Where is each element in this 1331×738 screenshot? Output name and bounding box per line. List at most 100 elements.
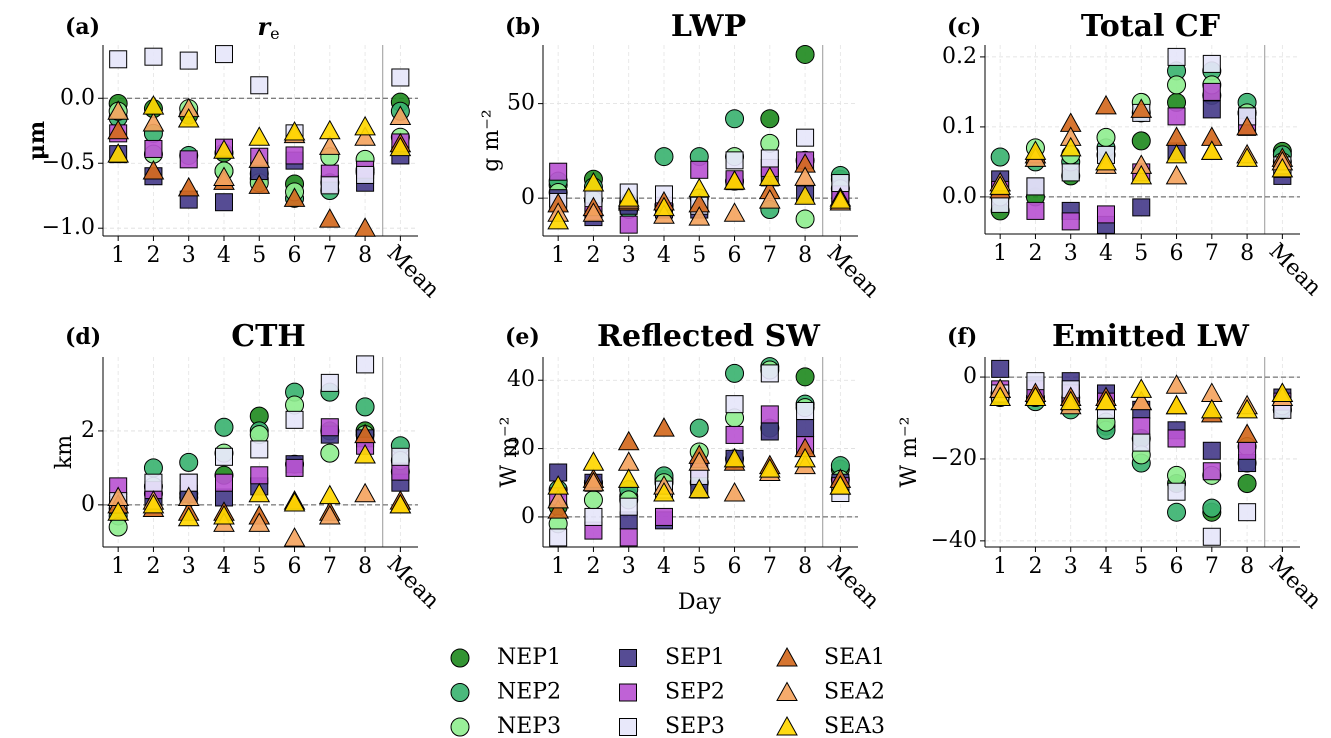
marker-triangle: [177, 108, 200, 128]
marker-square: [796, 401, 815, 420]
marker-triangle: [688, 206, 711, 226]
marker-square: [391, 68, 410, 87]
marker-square: [1132, 417, 1151, 436]
marker-square: [1202, 100, 1221, 119]
y-tick-label: 20: [507, 436, 535, 461]
marker-square: [654, 507, 673, 526]
marker-circle: [450, 648, 470, 668]
marker-triangle: [547, 499, 570, 519]
panel-label: (f): [947, 324, 977, 350]
marker-triangle: [354, 423, 376, 444]
marker-square: [1167, 482, 1186, 501]
marker-square: [285, 458, 304, 477]
marker-triangle: [1271, 157, 1294, 178]
marker-triangle: [177, 506, 200, 527]
x-tick-label: Mean: [822, 241, 884, 303]
marker-triangle: [758, 189, 781, 209]
marker-triangle: [794, 447, 816, 468]
x-tick-label: Mean: [382, 241, 444, 303]
legend-label: NEP2: [497, 680, 561, 705]
y-tick-label: −1.0: [42, 215, 95, 240]
legend-label: SEA2: [824, 680, 885, 705]
x-tick-label: 5: [1134, 241, 1148, 266]
x-tick-label: 1: [551, 554, 565, 579]
marker-triangle: [354, 126, 376, 146]
marker-triangle: [1130, 378, 1153, 398]
marker-triangle: [248, 482, 271, 503]
x-tick-label: 5: [692, 554, 706, 579]
marker-circle: [1202, 498, 1222, 518]
x-tick-label: 4: [217, 554, 231, 579]
marker-triangle: [582, 202, 605, 222]
marker-triangle: [177, 176, 200, 197]
x-tick-label: 2: [1028, 554, 1042, 579]
marker-triangle: [1095, 150, 1117, 171]
marker-square: [1026, 201, 1045, 220]
marker-triangle: [318, 208, 341, 228]
x-tick-label: 3: [182, 554, 196, 579]
marker-triangle: [758, 458, 781, 478]
x-tick-label: 7: [323, 243, 337, 268]
y-tick-label: 2: [81, 418, 95, 443]
marker-square: [214, 45, 233, 64]
marker-triangle: [776, 681, 798, 701]
marker-triangle: [283, 491, 306, 512]
marker-triangle: [354, 443, 376, 464]
x-tick-label: 2: [146, 243, 160, 268]
x-tick-label: Mean: [1264, 239, 1326, 301]
marker-triangle: [1165, 164, 1188, 185]
marker-square: [320, 418, 339, 437]
marker-square: [250, 76, 269, 95]
marker-square: [179, 150, 198, 169]
marker-triangle: [989, 175, 1012, 195]
marker-square: [549, 528, 568, 547]
marker-square: [1167, 107, 1186, 126]
marker-triangle: [776, 715, 798, 736]
marker-triangle: [723, 447, 746, 468]
marker-triangle: [248, 512, 271, 532]
marker-triangle: [283, 121, 306, 141]
y-tick-label: 0.0: [942, 184, 977, 209]
y-axis-label: W m⁻²: [497, 417, 522, 488]
marker-square: [991, 359, 1010, 378]
marker-triangle: [653, 417, 675, 437]
marker-circle: [214, 417, 234, 437]
marker-square: [619, 528, 638, 547]
y-tick-label: −40: [931, 528, 977, 553]
legend-label: SEP2: [665, 680, 725, 705]
marker-triangle: [142, 160, 165, 180]
y-axis-label: μm: [24, 121, 50, 160]
x-tick-label: 4: [217, 243, 231, 268]
y-tick-label: 0: [81, 492, 95, 517]
x-tick-label: 5: [252, 554, 266, 579]
x-tick-label: Mean: [822, 552, 884, 614]
x-tick-label: 8: [798, 554, 812, 579]
title-main: LWP: [671, 9, 746, 44]
x-tick-label: 3: [622, 554, 636, 579]
x-tick-label: 4: [1099, 554, 1113, 579]
x-tick-label: 7: [763, 243, 777, 268]
marker-circle: [795, 367, 815, 387]
marker-triangle: [142, 95, 165, 115]
marker-square: [1202, 527, 1221, 546]
marker-circle: [1167, 465, 1187, 485]
x-tick-label: Mean: [382, 552, 444, 614]
marker-triangle: [213, 139, 235, 159]
marker-triangle: [107, 119, 130, 140]
marker-triangle: [107, 100, 130, 120]
chart-title: re: [257, 12, 279, 43]
marker-square: [760, 422, 779, 441]
marker-triangle: [389, 136, 412, 157]
marker-triangle: [283, 187, 306, 207]
marker-triangle: [248, 174, 271, 194]
marker-square: [619, 497, 638, 516]
marker-triangle: [177, 486, 200, 506]
marker-triangle: [1165, 126, 1188, 146]
panel-label: (a): [65, 14, 100, 40]
panel-label: (b): [505, 14, 541, 40]
marker-square: [320, 176, 339, 195]
marker-square: [1132, 433, 1151, 452]
x-tick-label: 7: [323, 554, 337, 579]
marker-triangle: [653, 196, 675, 217]
panel-label: (c): [947, 14, 981, 40]
